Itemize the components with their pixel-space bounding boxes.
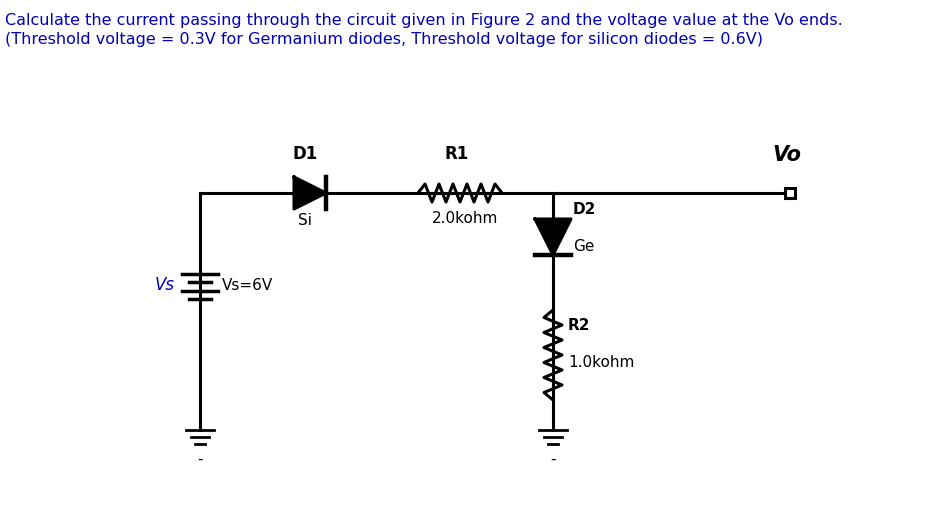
Polygon shape: [294, 177, 326, 209]
Text: -: -: [550, 452, 556, 467]
Text: Vs: Vs: [155, 276, 175, 294]
Text: (Threshold voltage = 0.3V for Germanium diodes, Threshold voltage for silicon di: (Threshold voltage = 0.3V for Germanium …: [5, 32, 763, 47]
Text: D2: D2: [573, 202, 596, 217]
Polygon shape: [535, 219, 571, 255]
Text: 2.0kohm: 2.0kohm: [432, 211, 498, 226]
Text: Vs=6V: Vs=6V: [222, 277, 273, 293]
Text: R1: R1: [445, 145, 469, 163]
Text: R2: R2: [568, 318, 591, 333]
Text: 1.0kohm: 1.0kohm: [568, 355, 634, 370]
Text: Calculate the current passing through the circuit given in Figure 2 and the volt: Calculate the current passing through th…: [5, 13, 842, 28]
Text: Vo: Vo: [772, 145, 801, 165]
Text: Ge: Ge: [573, 239, 594, 254]
Bar: [785, 188, 795, 198]
Text: D1: D1: [292, 145, 317, 163]
Text: Si: Si: [298, 213, 312, 228]
Text: -: -: [197, 452, 202, 467]
